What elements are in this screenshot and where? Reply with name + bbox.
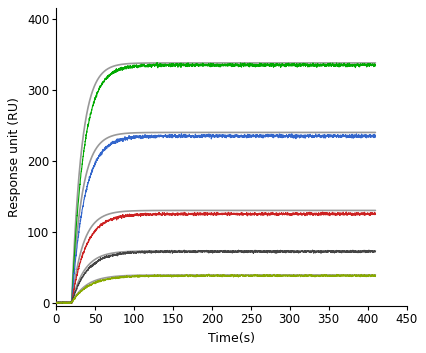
X-axis label: Time(s): Time(s) [208,332,255,345]
Y-axis label: Response unit (RU): Response unit (RU) [9,97,21,217]
